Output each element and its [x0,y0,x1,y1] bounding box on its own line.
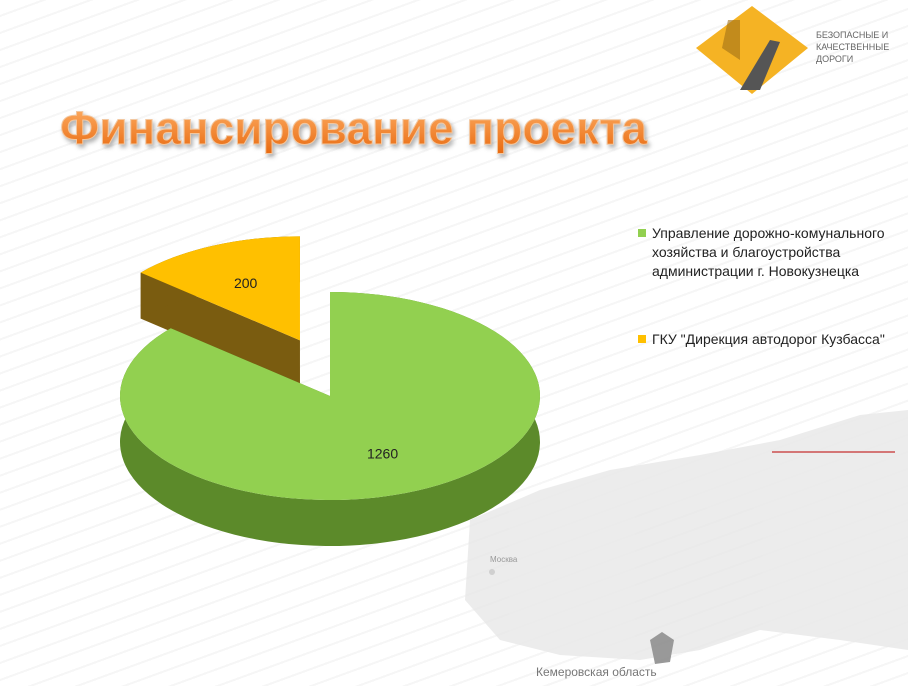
map-region: Кемеровская область [536,665,657,679]
data-label: 1260 [367,446,398,462]
legend-swatch [638,335,646,343]
slice-cut-wall [140,272,300,387]
logo-text: КАЧЕСТВЕННЫЕ [816,42,889,52]
pie: 1260 200 [119,236,540,547]
legend-label: Управление дорожно-комунального хозяйств… [652,225,885,279]
slice [119,292,540,501]
legend-label: ГКУ "Дирекция автодорог Кузбасса" [652,331,885,347]
logo-text: БЕЗОПАСНЫЕ И [816,30,888,40]
logo: БЕЗОПАСНЫЕ И КАЧЕСТВЕННЫЕ ДОРОГИ [696,6,889,94]
legend-item: Управление дорожно-комунального хозяйств… [638,224,908,281]
map-background [465,410,908,664]
slice [140,236,300,341]
chart-title: Финансирование проекта [60,102,648,154]
logo-text: ДОРОГИ [816,54,853,64]
map-city: Москва [490,555,518,564]
data-label: 200 [234,275,258,291]
legend-item: ГКУ "Дирекция автодорог Кузбасса" [638,330,908,349]
legend-swatch [638,229,646,237]
